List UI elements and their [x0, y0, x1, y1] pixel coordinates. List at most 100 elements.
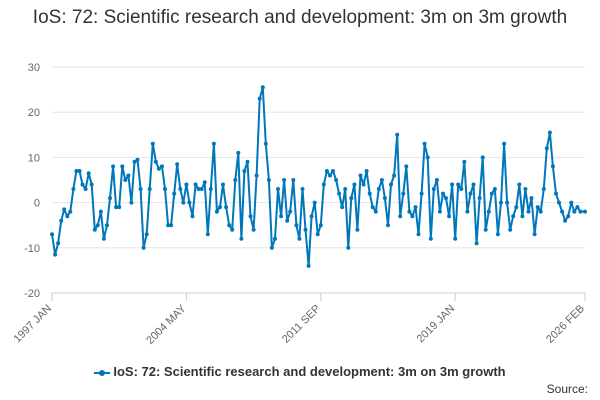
data-point[interactable]: [526, 209, 531, 214]
data-point[interactable]: [83, 187, 88, 191]
data-point[interactable]: [251, 227, 256, 232]
data-point[interactable]: [62, 207, 67, 212]
data-point[interactable]: [370, 205, 375, 210]
data-point[interactable]: [538, 209, 543, 214]
data-point[interactable]: [560, 209, 565, 214]
data-point[interactable]: [221, 182, 225, 187]
data-point[interactable]: [401, 191, 406, 196]
data-point[interactable]: [471, 182, 476, 187]
data-point[interactable]: [56, 241, 61, 246]
data-point[interactable]: [340, 205, 345, 210]
data-point[interactable]: [117, 205, 122, 210]
data-point[interactable]: [77, 169, 82, 173]
data-point[interactable]: [428, 236, 433, 241]
data-point[interactable]: [65, 214, 70, 219]
data-point[interactable]: [575, 205, 580, 210]
data-point[interactable]: [50, 232, 54, 237]
data-point[interactable]: [407, 209, 412, 214]
data-point[interactable]: [108, 196, 112, 201]
data-point[interactable]: [208, 187, 213, 191]
data-point[interactable]: [364, 169, 369, 173]
data-point[interactable]: [379, 178, 384, 182]
data-point[interactable]: [285, 218, 290, 223]
data-point[interactable]: [132, 159, 137, 164]
data-point[interactable]: [468, 191, 473, 196]
data-point[interactable]: [511, 214, 516, 219]
data-point[interactable]: [95, 223, 100, 228]
data-point[interactable]: [273, 236, 277, 241]
data-point[interactable]: [489, 191, 494, 196]
data-point[interactable]: [324, 169, 329, 173]
data-point[interactable]: [169, 223, 174, 228]
data-point[interactable]: [416, 232, 421, 237]
data-point[interactable]: [312, 200, 317, 205]
data-point[interactable]: [172, 191, 177, 196]
data-point[interactable]: [239, 236, 244, 241]
data-point[interactable]: [541, 187, 546, 191]
data-point[interactable]: [480, 155, 485, 160]
data-point[interactable]: [523, 187, 528, 191]
data-point[interactable]: [227, 223, 232, 228]
data-point[interactable]: [224, 205, 229, 210]
data-point[interactable]: [211, 141, 216, 146]
data-point[interactable]: [114, 205, 119, 210]
data-point[interactable]: [321, 182, 326, 187]
data-point[interactable]: [80, 182, 85, 187]
data-point[interactable]: [291, 178, 296, 182]
data-point[interactable]: [450, 182, 455, 187]
data-point[interactable]: [550, 164, 555, 169]
data-point[interactable]: [196, 187, 201, 191]
data-point[interactable]: [444, 196, 448, 201]
data-point[interactable]: [98, 209, 103, 214]
data-point[interactable]: [187, 200, 192, 205]
data-point[interactable]: [138, 187, 143, 191]
data-point[interactable]: [425, 155, 430, 160]
data-point[interactable]: [123, 178, 128, 182]
data-point[interactable]: [395, 132, 400, 137]
data-point[interactable]: [547, 130, 552, 135]
data-point[interactable]: [242, 169, 247, 173]
data-point[interactable]: [578, 209, 583, 214]
data-point[interactable]: [306, 263, 311, 268]
data-point[interactable]: [398, 214, 403, 219]
data-point[interactable]: [404, 164, 409, 169]
data-point[interactable]: [337, 191, 342, 196]
data-point[interactable]: [218, 205, 222, 210]
data-point[interactable]: [572, 209, 577, 214]
data-point[interactable]: [266, 178, 271, 182]
data-point[interactable]: [447, 214, 452, 219]
data-point[interactable]: [181, 200, 186, 205]
data-point[interactable]: [563, 218, 568, 223]
data-point[interactable]: [71, 187, 76, 191]
data-point[interactable]: [554, 191, 558, 196]
data-point[interactable]: [282, 178, 287, 182]
data-point[interactable]: [453, 236, 458, 241]
data-point[interactable]: [328, 173, 332, 178]
data-point[interactable]: [190, 214, 195, 219]
data-point[interactable]: [532, 232, 537, 237]
data-point[interactable]: [153, 159, 158, 164]
data-point[interactable]: [569, 200, 574, 205]
data-point[interactable]: [459, 187, 464, 191]
data-point[interactable]: [309, 214, 314, 219]
data-point[interactable]: [318, 223, 323, 228]
data-point[interactable]: [535, 205, 540, 210]
data-point[interactable]: [566, 214, 571, 219]
data-point[interactable]: [288, 209, 293, 214]
data-point[interactable]: [505, 200, 510, 205]
data-point[interactable]: [129, 200, 134, 205]
data-point[interactable]: [214, 209, 219, 214]
data-point[interactable]: [111, 164, 116, 169]
data-point[interactable]: [276, 187, 280, 191]
data-point[interactable]: [254, 173, 259, 178]
data-point[interactable]: [74, 169, 79, 173]
data-point[interactable]: [257, 96, 262, 101]
data-point[interactable]: [386, 223, 390, 228]
data-point[interactable]: [462, 159, 467, 164]
data-point[interactable]: [477, 196, 482, 201]
data-point[interactable]: [410, 214, 415, 219]
data-point[interactable]: [392, 173, 397, 178]
data-point[interactable]: [202, 180, 207, 185]
data-point[interactable]: [422, 141, 427, 146]
data-point[interactable]: [499, 200, 503, 205]
